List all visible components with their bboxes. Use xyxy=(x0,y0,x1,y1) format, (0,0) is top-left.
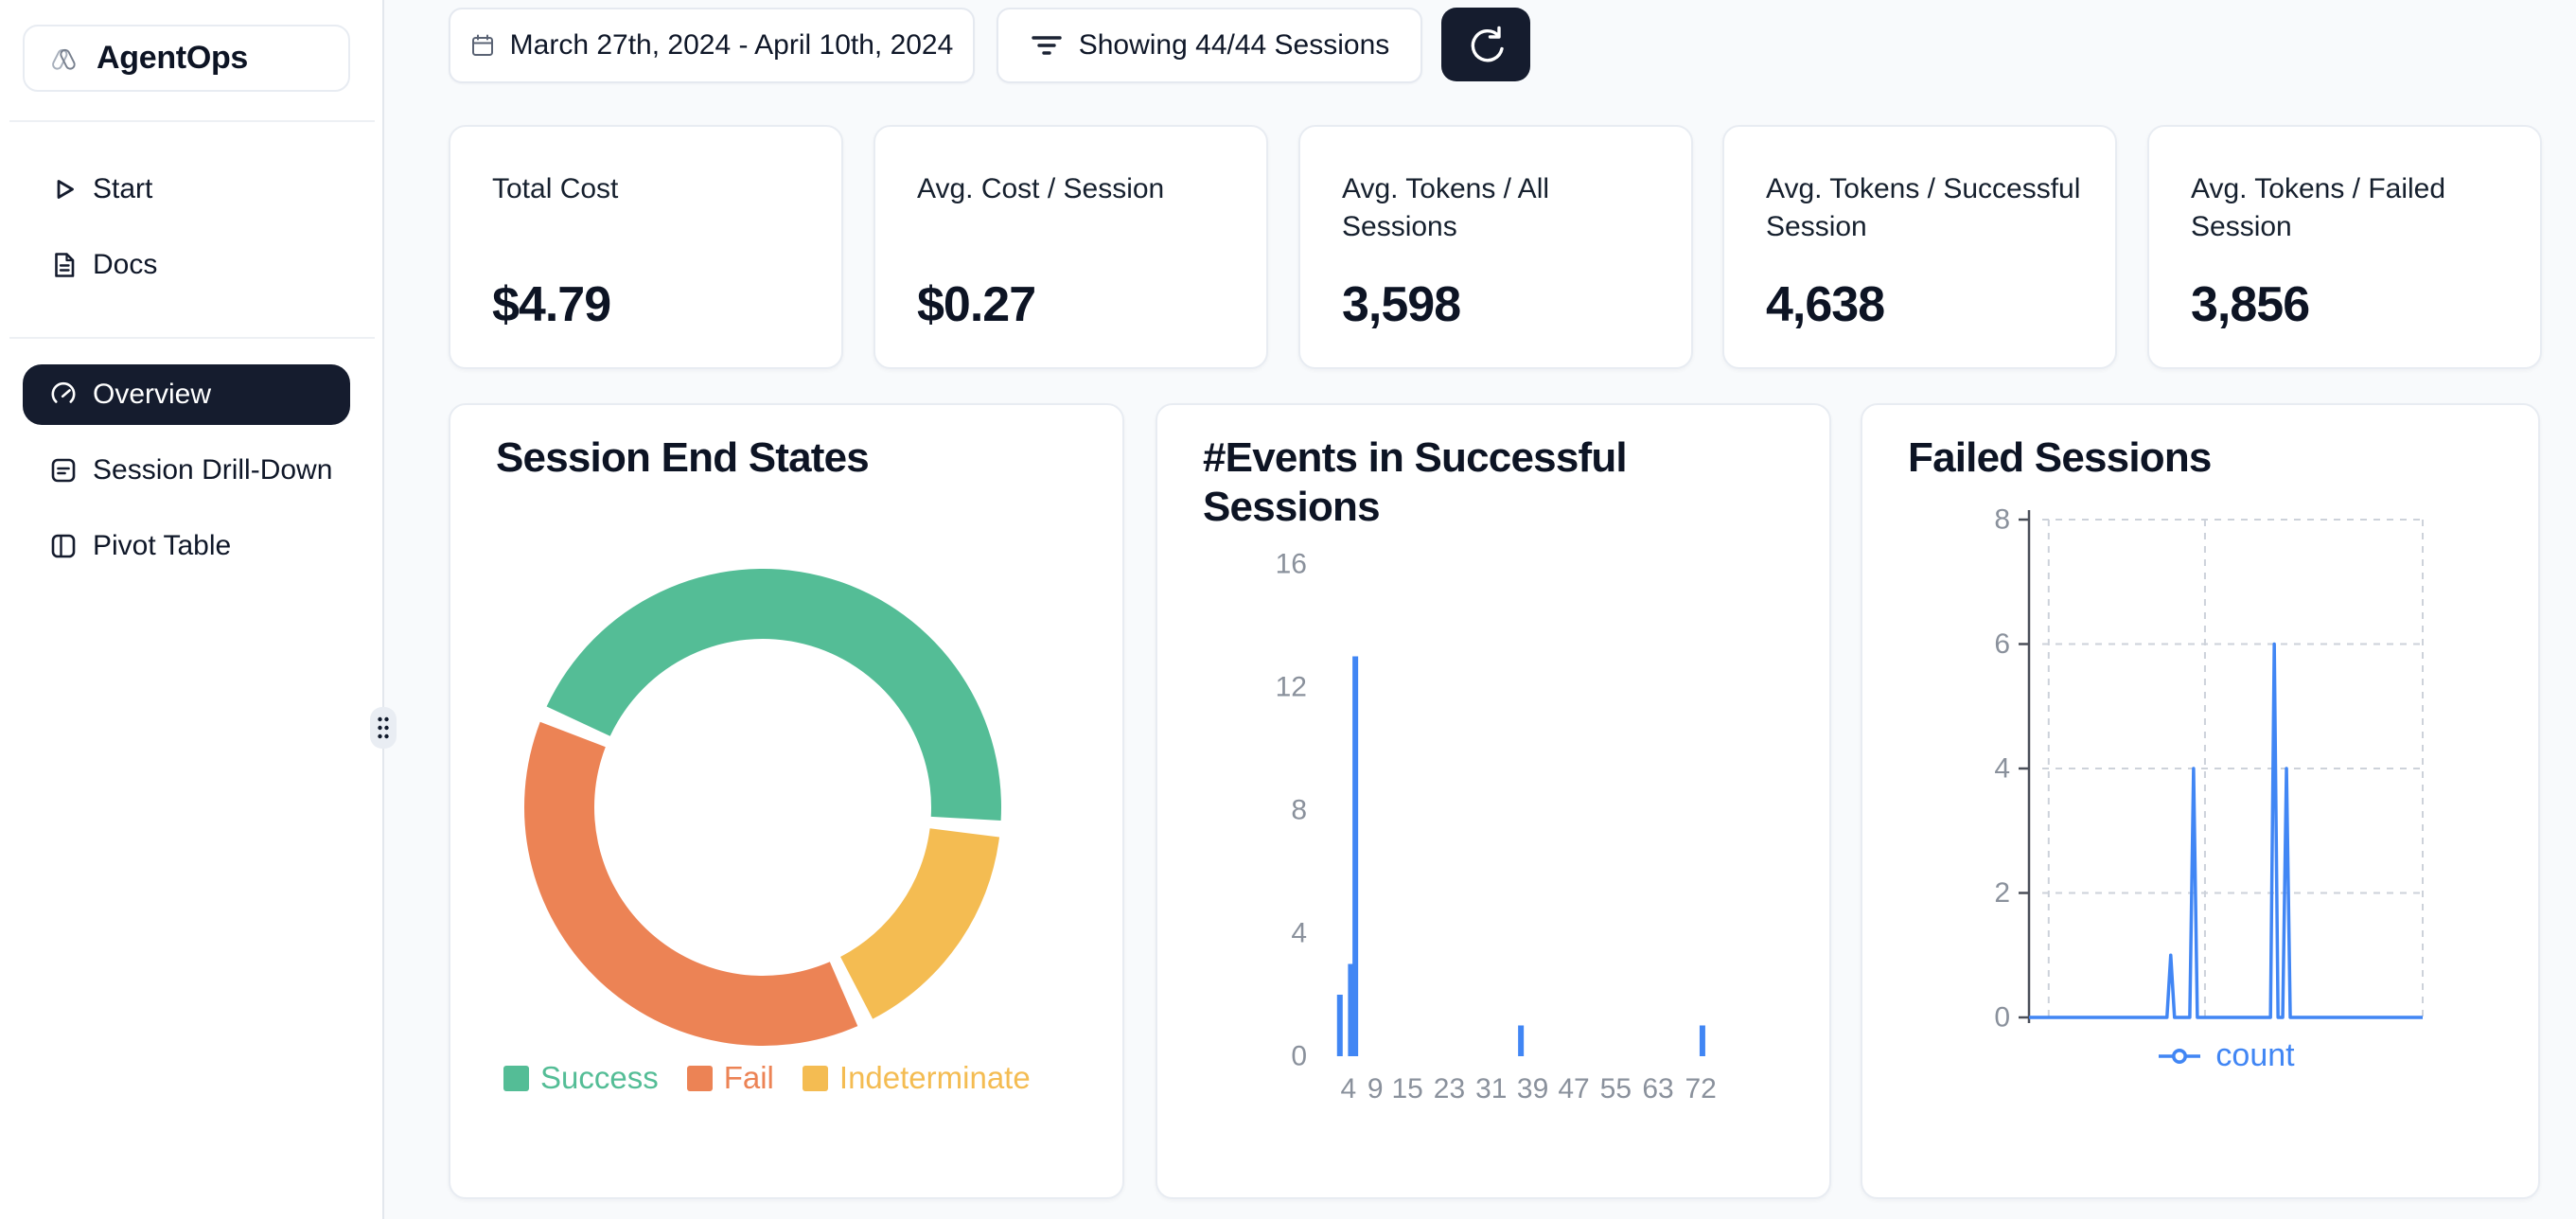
x-tick-label: 63 xyxy=(1642,1073,1673,1104)
sidebar-item-start[interactable]: Start xyxy=(23,159,350,220)
x-tick-label: 39 xyxy=(1517,1073,1548,1104)
legend-item-indeterminate[interactable]: Indeterminate xyxy=(802,1060,1031,1096)
x-tick-label: 31 xyxy=(1475,1073,1507,1104)
sidebar-divider xyxy=(9,120,375,122)
sidebar-item-label: Overview xyxy=(93,379,212,410)
x-tick-label: 55 xyxy=(1600,1073,1632,1104)
app-logo[interactable]: AgentOps xyxy=(23,25,350,92)
failed-sessions-card: Failed Sessions 0 2 4 6 8 count xyxy=(1861,403,2540,1199)
stat-value: 3,856 xyxy=(2191,277,2310,332)
stat-label: Avg. Tokens / Failed Session xyxy=(2191,173,2446,242)
line-marker-icon xyxy=(2159,1048,2201,1064)
stat-label: Avg. Tokens / Successful Session xyxy=(1766,173,2081,242)
gauge-icon xyxy=(51,381,76,403)
y-tick-label: 4 xyxy=(1994,753,2010,785)
sidebar-divider xyxy=(9,337,375,339)
stat-card-avg-tokens-all: Avg. Tokens / All Sessions 3,598 xyxy=(1298,125,1693,369)
legend-swatch xyxy=(686,1065,713,1091)
donut-segment-fail[interactable] xyxy=(524,721,858,1046)
stat-label: Total Cost xyxy=(492,173,619,204)
grip-dots-icon xyxy=(378,716,389,739)
stat-value: $4.79 xyxy=(492,277,611,332)
sidebar-item-label: Session Drill-Down xyxy=(93,454,333,486)
stat-card-avg-tokens-failed: Avg. Tokens / Failed Session 3,856 xyxy=(2147,125,2542,369)
filter-icon xyxy=(1032,36,1062,55)
histogram-bar[interactable] xyxy=(1352,656,1359,1057)
x-tick-label: 4 xyxy=(1340,1073,1356,1104)
y-tick-label: 2 xyxy=(1994,877,2010,909)
failed-sessions-line-chart[interactable]: 0 2 4 6 8 xyxy=(1862,405,2542,1201)
y-tick-label: 12 xyxy=(1276,672,1307,703)
legend-label: Success xyxy=(540,1060,659,1095)
sidebar-item-overview[interactable]: Overview xyxy=(23,364,350,425)
date-range-label: March 27th, 2024 - April 10th, 2024 xyxy=(509,29,954,61)
stat-card-total-cost: Total Cost $4.79 xyxy=(449,125,843,369)
legend-label: Indeterminate xyxy=(838,1060,1031,1095)
session-filter-button[interactable]: Showing 44/44 Sessions xyxy=(997,8,1422,83)
stat-value: $0.27 xyxy=(917,277,1036,332)
y-tick-label: 0 xyxy=(1994,1002,2010,1034)
y-tick-label: 6 xyxy=(1994,628,2010,660)
legend-swatch xyxy=(503,1065,529,1091)
stat-card-avg-cost-session: Avg. Cost / Session $0.27 xyxy=(873,125,1268,369)
events-histogram-card: #Events in Successful Sessions 0 4 8 12 16 4 9… xyxy=(1156,403,1831,1199)
refresh-button[interactable] xyxy=(1441,8,1530,81)
y-tick-label: 8 xyxy=(1994,504,2010,536)
y-tick-label: 16 xyxy=(1276,549,1307,580)
calendar-icon xyxy=(471,34,493,56)
stat-value: 4,638 xyxy=(1766,277,1885,332)
chart-title: Failed Sessions xyxy=(1908,434,2212,481)
count-legend-label: count xyxy=(2215,1037,2295,1073)
stat-card-avg-tokens-successful: Avg. Tokens / Successful Session 4,638 xyxy=(1722,125,2117,369)
sidebar-item-label: Pivot Table xyxy=(93,530,232,561)
legend-swatch xyxy=(802,1065,828,1091)
histogram-bar[interactable] xyxy=(1348,963,1354,1057)
y-tick-label: 0 xyxy=(1291,1041,1307,1072)
legend-item-fail[interactable]: Fail xyxy=(686,1060,774,1096)
chart-title: Session End States xyxy=(496,434,870,481)
donut-legend: Success Fail Indeterminate xyxy=(503,1060,1031,1096)
x-tick-label: 72 xyxy=(1685,1073,1717,1104)
refresh-icon xyxy=(1471,26,1504,62)
columns-icon xyxy=(51,534,76,558)
histogram-bar[interactable] xyxy=(1518,1025,1525,1057)
x-tick-label: 15 xyxy=(1391,1073,1422,1104)
session-end-states-card: Session End States Success Fail Indetermin… xyxy=(449,403,1124,1199)
play-icon xyxy=(57,180,74,199)
list-box-icon xyxy=(51,458,76,483)
donut-segment-indeterminate[interactable] xyxy=(840,828,1000,1019)
histogram-bar[interactable] xyxy=(1336,995,1343,1056)
sidebar-item-pivot-table[interactable]: Pivot Table xyxy=(23,516,350,576)
date-range-picker[interactable]: March 27th, 2024 - April 10th, 2024 xyxy=(449,8,975,83)
chart-title: #Events in Successful Sessions xyxy=(1203,434,1628,530)
histogram-bar[interactable] xyxy=(1699,1025,1705,1057)
sidebar-resize-handle[interactable] xyxy=(370,707,397,749)
document-icon xyxy=(55,253,75,277)
app-title: AgentOps xyxy=(97,40,249,76)
sidebar-item-docs[interactable]: Docs xyxy=(23,235,350,295)
y-tick-label: 4 xyxy=(1291,918,1307,949)
sidebar-item-session-drill-down[interactable]: Session Drill-Down xyxy=(23,440,350,501)
legend-item-success[interactable]: Success xyxy=(503,1060,659,1096)
x-tick-label: 47 xyxy=(1558,1073,1589,1104)
x-tick-label: 9 xyxy=(1367,1073,1384,1104)
session-end-states-donut-chart[interactable] xyxy=(450,405,1126,1201)
y-tick-label: 8 xyxy=(1291,795,1307,826)
sidebar: AgentOps Start Docs Overview xyxy=(0,0,384,1219)
session-filter-label: Showing 44/44 Sessions xyxy=(1078,29,1390,61)
count-legend: count xyxy=(2029,1037,2423,1074)
donut-segment-success[interactable] xyxy=(546,569,1001,821)
x-tick-label: 23 xyxy=(1434,1073,1465,1104)
stat-label: Avg. Tokens / All Sessions xyxy=(1342,173,1550,242)
stat-value: 3,598 xyxy=(1342,277,1461,332)
stat-label: Avg. Cost / Session xyxy=(917,173,1165,204)
legend-label: Fail xyxy=(723,1060,774,1095)
sidebar-item-label: Start xyxy=(93,173,153,204)
paperclip-logo-icon xyxy=(52,48,76,70)
sidebar-item-label: Docs xyxy=(93,249,158,280)
count-line-series[interactable] xyxy=(2029,642,2423,1019)
